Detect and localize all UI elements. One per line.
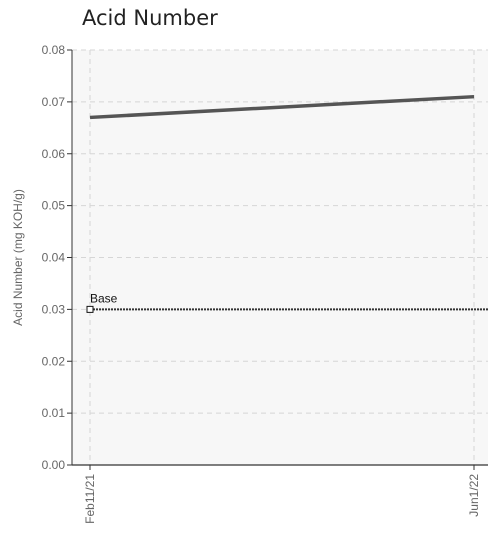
series-line xyxy=(89,94,475,120)
y-tick-label: 0.03 xyxy=(42,302,66,316)
y-tick-label: 0.07 xyxy=(42,95,66,109)
axes: 0.00 0.01 0.02 0.03 0.04 0.05 0.06 0.07 0.08 Feb1… xyxy=(42,43,488,524)
y-tick-label: 0.08 xyxy=(42,43,66,57)
baseline-group: Base xyxy=(86,291,488,313)
grid-lines xyxy=(72,49,488,465)
baseline-marker xyxy=(86,305,94,313)
y-tick-label: 0.00 xyxy=(42,458,66,472)
series-lines xyxy=(89,94,475,120)
y-tick-label: 0.05 xyxy=(42,199,66,213)
y-tick-label: 0.04 xyxy=(42,251,66,265)
x-tick-label: Feb11/21 xyxy=(83,474,97,524)
y-tick-label: 0.02 xyxy=(42,354,66,368)
x-tick-label: Jun1/22 xyxy=(467,474,481,517)
baseline-label: Base xyxy=(90,291,118,305)
y-axis-title: Acid Number (mg KOH/g) xyxy=(11,189,25,326)
y-tick-label: 0.01 xyxy=(42,406,66,420)
y-tick-label: 0.06 xyxy=(42,147,66,161)
chart-title: Acid Number xyxy=(82,6,218,30)
